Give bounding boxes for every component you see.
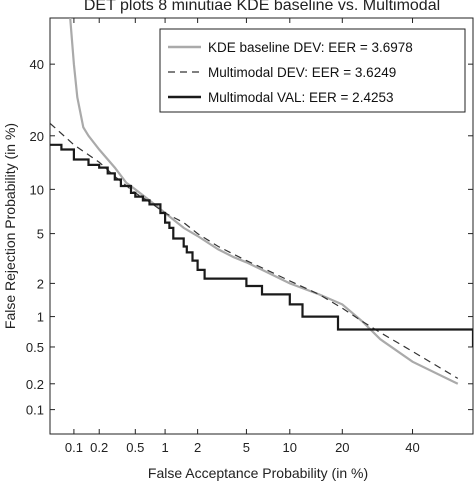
x-tick-label: 0.2 — [90, 440, 108, 455]
series-line-2 — [50, 122, 459, 379]
x-tick-label: 1 — [161, 440, 168, 455]
series-line-3 — [50, 143, 473, 347]
x-tick-label: 0.1 — [65, 440, 83, 455]
legend-label-1: KDE baseline DEV: EER = 3.6978 — [208, 40, 413, 55]
y-tick-label: 0.2 — [26, 377, 44, 392]
y-tick-label: 5 — [37, 227, 44, 242]
y-tick-label: 1 — [37, 310, 44, 325]
y-tick-label: 0.5 — [26, 340, 44, 355]
x-tick-label: 20 — [335, 440, 349, 455]
y-tick-label: 40 — [30, 57, 44, 72]
chart-title: DET plots 8 minutiae KDE baseline vs. Mu… — [84, 0, 440, 14]
y-axis-label: False Rejection Probability (in %) — [2, 123, 18, 329]
x-tick-label: 40 — [405, 440, 419, 455]
legend-label-3: Multimodal VAL: EER = 2.4253 — [208, 90, 393, 105]
x-tick-label: 2 — [194, 440, 201, 455]
x-tick-label: 10 — [283, 440, 297, 455]
legend-box — [159, 28, 466, 113]
x-axis-label: False Acceptance Probability (in %) — [148, 465, 368, 481]
x-tick-label: 5 — [243, 440, 250, 455]
x-tick-label: 0.5 — [126, 440, 144, 455]
legend-label-2: Multimodal DEV: EER = 3.6249 — [208, 65, 396, 80]
y-tick-label: 2 — [37, 276, 44, 291]
series-line-1 — [69, 18, 459, 385]
y-tick-label: 20 — [30, 129, 44, 144]
legend: KDE baseline DEV: EER = 3.6978 Multimodal… — [159, 28, 466, 113]
y-tick-label: 10 — [30, 182, 44, 197]
y-tick-label: 0.1 — [26, 403, 44, 418]
